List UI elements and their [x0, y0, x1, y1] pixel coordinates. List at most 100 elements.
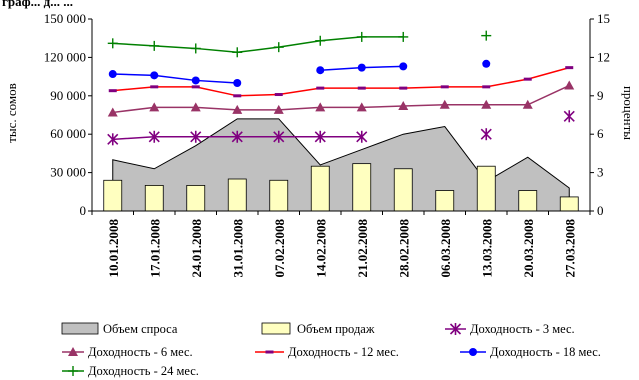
legend: Объем спроса Объем продаж Доходность - 3 м…: [61, 322, 601, 378]
legend-swatch-marker-shape: [469, 348, 477, 356]
yield-6m-point-shape: [315, 102, 326, 112]
sales-bar: [269, 179, 289, 212]
yield-18m-point-shape: [357, 63, 366, 72]
yield-6m-point-shape: [107, 107, 118, 117]
x-tick-label: 14.02.2008: [313, 219, 328, 278]
yield-6m-point: [232, 104, 243, 114]
x-tick-label: 17.01.2008: [147, 219, 162, 278]
yield-18m-point-shape: [316, 66, 325, 75]
legend-swatch-marker: [449, 323, 462, 335]
yield-24m-point: [356, 31, 367, 42]
yield-24m-point: [273, 42, 284, 53]
yield-6m-point-shape: [232, 104, 243, 114]
legend-label: Доходность - 3 мес.: [470, 322, 575, 336]
yield-6m-point: [190, 102, 201, 112]
sales-bar: [310, 165, 330, 212]
left-y-tick-label: 120 000: [44, 49, 86, 64]
yield-6m-point: [564, 80, 575, 90]
yield-3m-point: [231, 130, 243, 143]
left-y-tick-label: 30 000: [50, 165, 86, 180]
right-y-tick-label: 6: [597, 126, 604, 141]
sales-bar: [559, 196, 579, 212]
yield-6m-point: [522, 99, 533, 109]
legend-swatch-marker: [469, 348, 477, 356]
yield-6m-point-shape: [481, 99, 492, 109]
yield-18m-point-shape: [108, 70, 117, 79]
yield-6m-point-shape: [190, 102, 201, 112]
yield-3m-point: [273, 130, 285, 143]
demand-area: [112, 118, 570, 212]
yield-18m-point-shape: [233, 79, 242, 87]
yield-line-layer: [107, 30, 575, 146]
x-tick-label: 27.03.2008: [562, 219, 577, 278]
yield-24m-point: [107, 38, 118, 49]
yield-18m-point: [233, 79, 242, 87]
legend-item: Доходность - 24 мес.: [62, 364, 199, 378]
yield-6m-point-shape: [273, 104, 284, 114]
legend-label: Доходность - 12 мес.: [288, 345, 399, 359]
yield-6m-point: [273, 104, 284, 114]
legend-swatch-marker: [68, 347, 78, 356]
axes: [88, 18, 594, 215]
yield-24m-point: [149, 40, 160, 51]
yield-18m-point-shape: [150, 71, 159, 80]
legend-item: Объем спроса: [61, 322, 178, 336]
left-y-tick-label: 0: [80, 203, 87, 218]
yield-18m-point: [150, 71, 159, 80]
yield-6m-point: [439, 99, 450, 109]
legend-item: Доходность - 6 мес.: [62, 345, 193, 359]
legend-item: Объем продаж: [261, 322, 375, 336]
x-tick-label: 10.01.2008: [106, 219, 121, 278]
legend-label: Доходность - 24 мес.: [88, 364, 199, 378]
yield-18m-point-shape: [399, 62, 408, 71]
sales-bar: [144, 184, 164, 212]
legend-swatch-marker-shape: [68, 347, 78, 356]
x-tick-label: 20.03.2008: [521, 219, 536, 278]
left-y-tick-label: 60 000: [50, 126, 86, 141]
x-tick-label: 13.03.2008: [479, 219, 494, 278]
yield-24m-line: [112, 36, 404, 54]
legend-label: Объем спроса: [103, 322, 178, 336]
yield-24m-point: [232, 47, 243, 58]
yield-6m-point: [149, 102, 160, 112]
demand-area-layer: [112, 118, 570, 212]
yield-6m-point: [481, 99, 492, 109]
yield-24m-point: [315, 35, 326, 46]
yield-18m-point: [357, 63, 366, 72]
yield-18m-point: [482, 59, 491, 68]
yield-3m-point: [314, 130, 326, 143]
chart-title-fragment: граф... д... ...: [2, 0, 73, 9]
x-tick-label: 07.02.2008: [272, 219, 287, 278]
legend-swatch-sales: [261, 322, 291, 335]
sales-bar: [352, 163, 372, 212]
x-tick-label: 21.02.2008: [355, 219, 370, 278]
yield-6m-point-shape: [398, 101, 409, 111]
x-tick-label: 31.01.2008: [230, 219, 245, 278]
sales-bar: [393, 168, 413, 212]
legend-item: Доходность - 12 мес.: [255, 345, 399, 359]
right-y-tick-label: 0: [597, 203, 604, 218]
yield-6m-point-shape: [522, 99, 533, 109]
right-y-tick-label: 9: [597, 88, 604, 103]
sales-bar: [476, 165, 496, 212]
legend-item: Доходность - 3 мес.: [445, 322, 575, 336]
legend-label: Доходность - 6 мес.: [88, 345, 193, 359]
yield-6m-point-shape: [439, 99, 450, 109]
right-y-tick-label: 12: [597, 49, 610, 64]
legend-item: Доходность - 18 мес.: [460, 345, 601, 359]
x-tick-label: 06.03.2008: [438, 219, 453, 278]
sales-bar-layer: [103, 163, 579, 212]
sales-bar: [435, 190, 455, 212]
yield-24m-point: [481, 30, 492, 41]
right-y-axis-title: проценты: [621, 86, 636, 140]
yield-6m-point: [315, 102, 326, 112]
yield-6m-point-shape: [149, 102, 160, 112]
x-tick-label: 28.02.2008: [396, 219, 411, 278]
legend-swatch-demand: [61, 322, 99, 335]
yield-18m-point: [108, 70, 117, 79]
left-y-tick-label: 150 000: [44, 11, 86, 26]
yield-18m-point: [399, 62, 408, 71]
yield-3m-point: [480, 128, 492, 141]
yield-3m-point: [148, 130, 160, 143]
yield-6m-point: [356, 102, 367, 112]
